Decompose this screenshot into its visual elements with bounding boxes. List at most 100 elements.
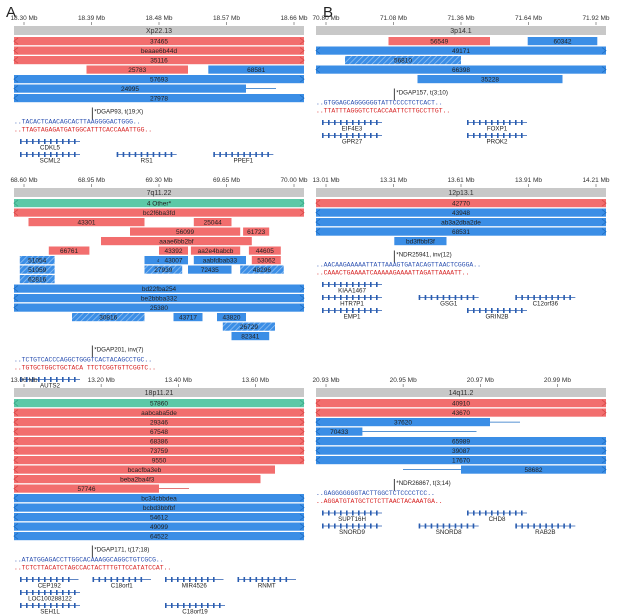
read-label: 44605 [256, 248, 274, 255]
read-label: 62816 [28, 277, 46, 284]
read-bar [14, 399, 304, 408]
gene-exon [50, 577, 52, 582]
read-row: 40910 [315, 399, 607, 408]
arrow-right-icon [601, 209, 607, 217]
axis-tick-label: 18.48 Mb [145, 15, 172, 22]
gene-exon [74, 152, 76, 157]
gene-exon [122, 577, 125, 582]
read-label: 48296 [253, 267, 271, 274]
gene-exon [358, 523, 360, 529]
read-label: bd3ffbbf3f [406, 239, 435, 246]
read-label: 24995 [121, 86, 139, 93]
gene-track: GPR27 [322, 133, 382, 146]
gene-exon [201, 577, 203, 582]
chromosome-band-label: 3p14.1 [450, 28, 472, 35]
arrow-left-icon [13, 466, 19, 474]
read-label: 4 Other* [147, 201, 172, 208]
gene-label: CDKL5 [40, 145, 61, 152]
read-label: 65989 [452, 439, 470, 446]
read-label: 58682 [524, 467, 542, 474]
read-bar [316, 399, 606, 408]
chromosome-band-bar [316, 188, 606, 197]
gene-exon [376, 133, 378, 138]
arrow-left-icon [315, 66, 321, 74]
gene-exon [56, 590, 58, 595]
gene-exon [521, 523, 523, 529]
read-row: ab3a2dba2de [315, 218, 607, 227]
axis-tick-label: 70.00 Mb [280, 177, 307, 184]
gene-exon [201, 603, 203, 608]
gene-exon [364, 282, 366, 287]
read-label: 57746 [77, 486, 95, 493]
gene-exon [334, 308, 336, 313]
read-bar [222, 322, 275, 331]
junction-sequence-bottom: ..TGTGCTGGCTGCTACA TTCTCGGTGTTCGGTC.. [14, 365, 156, 372]
gene-exon [364, 295, 366, 300]
read-label: 49099 [150, 524, 168, 531]
read-bar [19, 256, 55, 265]
gene-exon [68, 603, 70, 608]
gene-exon [128, 577, 131, 582]
gene-exon [521, 120, 523, 125]
panel-a3: 13.00 Mb 13.20 Mb 13.40 Mb 13.60 Mb 18p11.21… [10, 377, 305, 615]
gene-label: C12orf36 [533, 301, 559, 308]
arrow-right-icon [299, 523, 305, 531]
gene-exon [533, 523, 535, 529]
gene-exon [255, 152, 257, 157]
gene-exon [557, 523, 559, 529]
arrow-right-icon [299, 199, 305, 207]
gene-exon [497, 120, 499, 125]
gene-exon [521, 308, 523, 313]
gene-exon [503, 133, 505, 138]
gene-exon [44, 577, 46, 582]
read-row: 68386 [13, 437, 305, 446]
read-row: 67548 [13, 427, 305, 436]
gene-exon [569, 295, 571, 300]
gene-exon [340, 133, 342, 138]
read-row: 49171 [315, 46, 607, 55]
gene-track: SUPT16H [322, 510, 382, 523]
junction-sequence-bottom: ..CAAACTGAAAATCAAAAAGAAAATTAGATTAAAATT.. [316, 270, 469, 277]
gene-label: RAB2B [535, 529, 555, 536]
gene-exon [152, 152, 155, 157]
gene-exon [346, 133, 348, 138]
arrow-right-icon [601, 199, 607, 207]
read-label: 35116 [150, 58, 168, 65]
read-row: 65989 [315, 437, 607, 446]
gene-exon [32, 152, 34, 157]
gene-exon [472, 523, 475, 529]
chromosome-band-label: 7q11.22 [147, 190, 172, 197]
gene-exon [376, 295, 378, 300]
read-row: 56099 61723 [130, 227, 270, 236]
read-label: 66398 [452, 67, 470, 74]
gene-label: PPEF1 [234, 158, 254, 165]
read-bar [345, 56, 461, 65]
gene-exon [466, 295, 469, 300]
gene-exon [44, 603, 46, 608]
read-bar [208, 65, 304, 74]
gene-exon [116, 152, 119, 157]
read-label: 39087 [452, 448, 470, 455]
arrow-right-icon [601, 218, 607, 226]
axis-tick-label: 69.30 Mb [145, 177, 172, 184]
read-label: 37620 [394, 420, 412, 427]
read-bar [14, 418, 304, 427]
gene-exon [551, 523, 553, 529]
gene-exon [370, 523, 372, 529]
gene-exon [352, 282, 354, 287]
gene-exon [207, 603, 209, 608]
read-label: 25783 [128, 67, 146, 74]
gene-exon [467, 120, 469, 125]
gene-exon [334, 523, 336, 529]
gene-exon [545, 523, 547, 529]
arrow-right-icon [299, 409, 305, 417]
gene-exon [491, 133, 493, 138]
gene-exon [442, 295, 445, 300]
gene-exon [509, 308, 511, 313]
gene-exon [20, 152, 22, 157]
gene-exon [527, 295, 529, 300]
read-bar [14, 46, 304, 55]
read-row: 510544382043007aabfdbab3353062 [19, 256, 281, 265]
gene-exon [50, 377, 52, 382]
